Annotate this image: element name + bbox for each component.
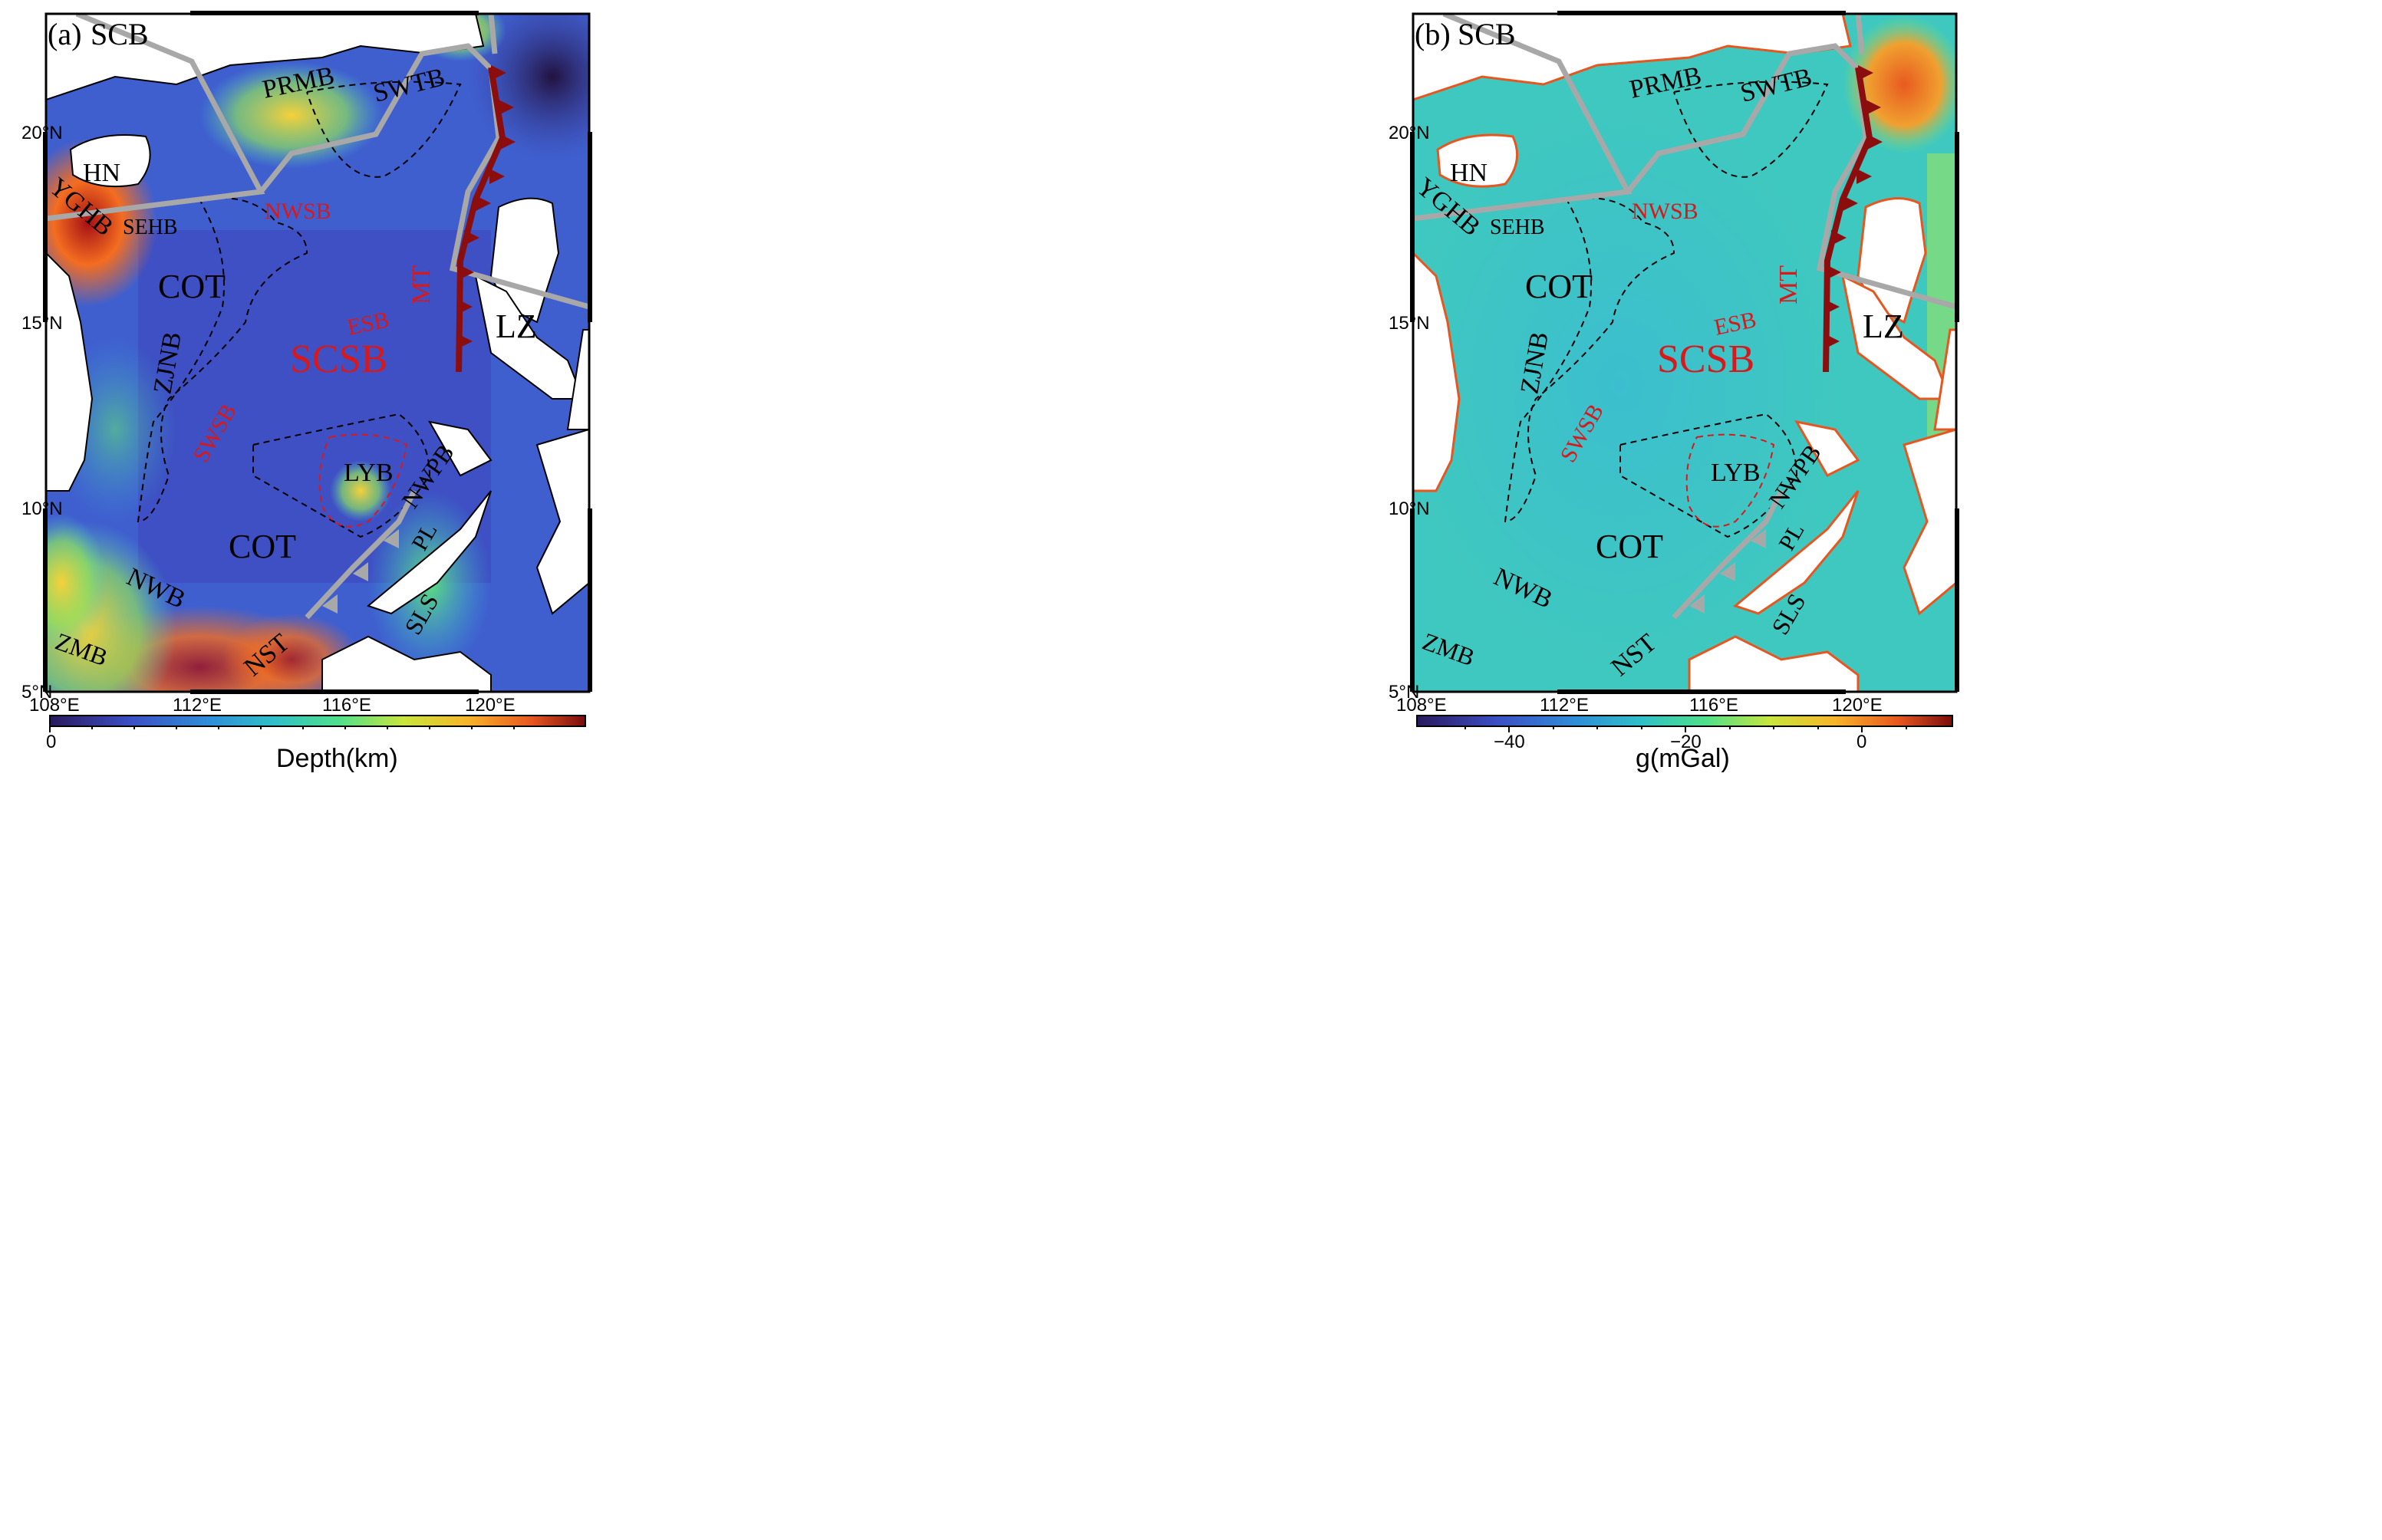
lat-tick-10-b: 10°N bbox=[1389, 499, 1430, 519]
map-b-frame-bars bbox=[1410, 11, 1959, 694]
colorbar-a-ticks bbox=[49, 726, 515, 732]
colorbar-b bbox=[1416, 715, 1953, 727]
label-scb: SCB bbox=[91, 17, 149, 51]
lon-tick-120: 120°E bbox=[465, 695, 516, 716]
label-hn: HN bbox=[83, 159, 120, 187]
lat-tick-5: 5°N bbox=[21, 682, 52, 703]
label-sehb: SEHB bbox=[123, 216, 178, 239]
label-mt: MT bbox=[407, 265, 436, 304]
label-scsb-b: SCSB bbox=[1657, 337, 1754, 381]
map-b-svg: (b) SCB PRMB SWTB HN YGHB SEHB NWSB COT … bbox=[1389, 11, 1959, 773]
lon-tick-112-b: 112°E bbox=[1540, 695, 1589, 716]
label-lyb: LYB bbox=[344, 459, 394, 487]
colorbar-b-tick-minus40: −40 bbox=[1494, 732, 1525, 752]
colorbar-a-title: Depth(km) bbox=[276, 744, 398, 773]
label-lyb-b: LYB bbox=[1711, 459, 1761, 487]
label-sehb-b: SEHB bbox=[1490, 216, 1545, 239]
label-hn-b: HN bbox=[1450, 159, 1488, 187]
lon-tick-116: 116°E bbox=[322, 695, 371, 716]
lon-tick-116-b: 116°E bbox=[1689, 695, 1738, 716]
colorbar-b-tick-0: 0 bbox=[1857, 732, 1866, 752]
panel-b-gravity-map: (b) SCB PRMB SWTB HN YGHB SEHB NWSB COT … bbox=[1191, 0, 2382, 1536]
lon-tick-120-b: 120°E bbox=[1832, 695, 1883, 716]
label-nwsb-b: NWSB bbox=[1632, 199, 1698, 224]
lat-tick-10: 10°N bbox=[21, 499, 63, 519]
label-cot-north: COT bbox=[158, 268, 226, 305]
panel-a-tag: (a) bbox=[48, 17, 81, 51]
label-scb-b: SCB bbox=[1458, 17, 1516, 51]
colorbar-b-tick-minus20: −20 bbox=[1670, 732, 1702, 752]
colorbar-a-tick-0: 0 bbox=[46, 732, 56, 752]
label-cot-north-b: COT bbox=[1525, 268, 1593, 305]
label-cot-south-b: COT bbox=[1596, 528, 1663, 565]
map-a-frame-bars bbox=[43, 11, 592, 694]
lat-tick-5-b: 5°N bbox=[1389, 682, 1419, 703]
panel-b-tag: (b) bbox=[1415, 17, 1451, 51]
lat-tick-20-b: 20°N bbox=[1389, 123, 1430, 143]
lon-tick-112: 112°E bbox=[173, 695, 222, 716]
lat-tick-15-b: 15°N bbox=[1389, 313, 1430, 334]
colorbar-a bbox=[49, 715, 586, 727]
map-a-svg: (a) SCB PRMB SWTB HN YGHB SEHB NWSB COT … bbox=[21, 11, 592, 773]
lon-tick-108: 108°E bbox=[29, 695, 80, 716]
label-cot-south: COT bbox=[229, 528, 296, 565]
label-mt-b: MT bbox=[1774, 265, 1803, 304]
lat-tick-15: 15°N bbox=[21, 313, 63, 334]
map-b-field bbox=[1413, 14, 1956, 692]
label-lz: LZ bbox=[496, 308, 537, 345]
lat-tick-20: 20°N bbox=[21, 123, 63, 143]
label-nwsb: NWSB bbox=[265, 199, 331, 224]
colorbar-b-ticks bbox=[1464, 726, 1907, 732]
map-a-field bbox=[46, 14, 589, 692]
lon-tick-108-b: 108°E bbox=[1396, 695, 1447, 716]
colorbar-b-title: g(mGal) bbox=[1636, 744, 1730, 773]
label-scsb: SCSB bbox=[290, 337, 387, 381]
label-lz-b: LZ bbox=[1863, 308, 1904, 345]
panel-a-depth-map: (a) SCB PRMB SWTB HN YGHB SEHB NWSB COT … bbox=[0, 0, 1191, 1536]
